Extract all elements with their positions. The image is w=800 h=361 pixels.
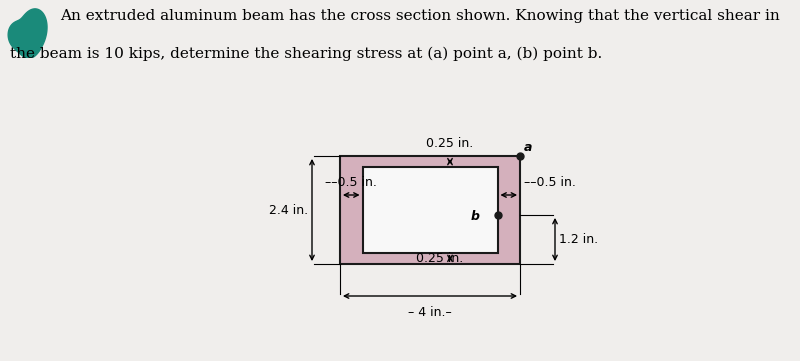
- Text: ––0.5 in.: ––0.5 in.: [524, 176, 576, 189]
- Polygon shape: [8, 9, 47, 58]
- Bar: [362, 167, 498, 253]
- Text: 0.25 in.: 0.25 in.: [416, 252, 464, 265]
- Text: An extruded aluminum beam has the cross section shown. Knowing that the vertical: An extruded aluminum beam has the cross …: [60, 9, 780, 23]
- Bar: [340, 156, 520, 264]
- Text: b: b: [470, 210, 479, 223]
- Text: the beam is 10 kips, determine the shearing stress at (a) point a, (b) point b.: the beam is 10 kips, determine the shear…: [10, 47, 602, 61]
- Text: 2.4 in.: 2.4 in.: [269, 204, 308, 217]
- Text: 0.25 in.: 0.25 in.: [426, 137, 474, 150]
- Text: 1.2 in.: 1.2 in.: [559, 233, 598, 246]
- Text: a: a: [524, 141, 532, 154]
- Text: ––0.5 in.: ––0.5 in.: [326, 176, 377, 189]
- Text: – 4 in.–: – 4 in.–: [408, 306, 452, 319]
